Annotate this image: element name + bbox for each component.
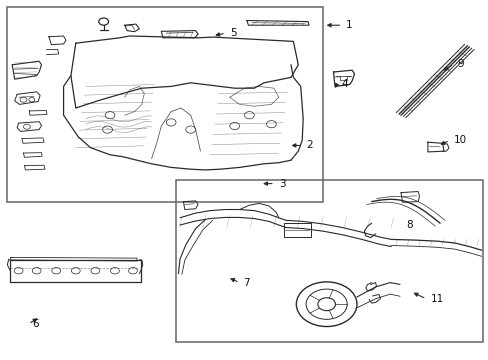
Text: 5: 5 bbox=[229, 28, 236, 38]
Text: 3: 3 bbox=[278, 179, 285, 189]
Text: 7: 7 bbox=[243, 278, 250, 288]
Bar bbox=[10, 260, 141, 282]
Text: 6: 6 bbox=[32, 319, 39, 329]
Text: 2: 2 bbox=[305, 140, 312, 150]
Text: 11: 11 bbox=[429, 294, 443, 304]
Text: 1: 1 bbox=[346, 20, 352, 30]
Text: 8: 8 bbox=[405, 220, 412, 230]
Bar bbox=[283, 223, 310, 237]
Text: 10: 10 bbox=[453, 135, 466, 145]
Bar bbox=[176, 180, 482, 342]
Text: 4: 4 bbox=[341, 78, 347, 89]
Bar bbox=[7, 7, 322, 202]
Text: 9: 9 bbox=[457, 59, 464, 69]
